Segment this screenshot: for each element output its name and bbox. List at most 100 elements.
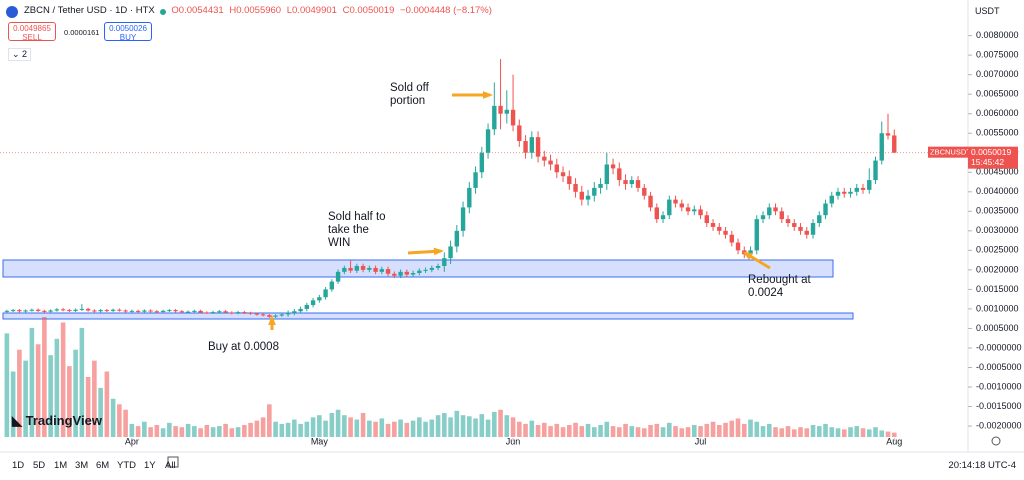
volume-bar (198, 428, 203, 437)
annotation: Rebought at 0.0024 (748, 274, 811, 299)
volume-bar (404, 422, 410, 437)
price-tag-symbol: ZBCNUSDT (930, 148, 971, 157)
volume-bar (610, 426, 616, 437)
date-range-icon[interactable] (167, 456, 179, 468)
candle-body (467, 187, 472, 208)
settings-icon[interactable] (991, 436, 1001, 446)
candle-body (454, 230, 460, 247)
candle-body (523, 141, 528, 153)
candle-body (360, 265, 366, 270)
candle-body (154, 311, 160, 313)
volume-bar (529, 420, 535, 437)
timeframe-button[interactable]: 6M (96, 460, 110, 471)
candle-body (729, 234, 734, 243)
volume-bar (179, 427, 185, 437)
candle-body (60, 309, 66, 311)
volume-bar (367, 420, 372, 437)
timeframe-button[interactable]: YTD (117, 460, 136, 471)
candle-body (660, 215, 666, 220)
volume-bar (785, 426, 791, 437)
candle-body (673, 199, 678, 204)
volume-bar (254, 420, 260, 437)
candle-body (104, 310, 110, 312)
volume-bar (10, 371, 16, 437)
timeframe-button[interactable]: 1Y (144, 460, 156, 471)
candle-body (685, 207, 691, 212)
candle-body (704, 215, 709, 224)
volume-bar (754, 421, 760, 437)
timeframe-button[interactable]: All (165, 460, 176, 471)
volume-bar (641, 428, 647, 437)
volume-bar (766, 423, 772, 437)
volume-bar (542, 422, 547, 437)
arrow-head (433, 247, 444, 256)
volume-bar (185, 423, 191, 437)
y-tick-label: 0.0030000 (976, 225, 1019, 235)
volume-bar (879, 430, 885, 437)
volume-bar (342, 415, 347, 437)
candle-body (779, 211, 784, 220)
y-tick-label: 0.0040000 (976, 186, 1019, 196)
candle-body (860, 187, 866, 190)
candle-body (192, 310, 197, 312)
volume-bar (379, 418, 385, 437)
y-tick-label: 0.0070000 (976, 69, 1019, 79)
candle-body (48, 310, 53, 312)
y-tick-label: 0.0075000 (976, 50, 1019, 60)
candle-body (35, 309, 41, 311)
volume-bar (698, 426, 703, 437)
candle-body (792, 223, 797, 227)
volume-bar (535, 425, 541, 437)
timeframe-button[interactable]: 3M (75, 460, 89, 471)
volume-bar (448, 417, 453, 437)
candle-body (767, 207, 772, 216)
volume-bar (410, 420, 416, 437)
volume-bar (460, 415, 466, 437)
candle-body (398, 271, 403, 276)
candle-body (110, 309, 116, 311)
volume-bar (691, 425, 697, 437)
volume-bar (310, 417, 316, 437)
volume-bar (504, 415, 510, 437)
timeframe-button[interactable]: 5D (33, 460, 46, 471)
timeframe-button[interactable]: 1M (54, 460, 68, 471)
annotation: Sold half to take the WIN (328, 211, 386, 249)
currency[interactable]: USDT (975, 6, 1000, 16)
sell-button[interactable]: 0.0049865 SELL (8, 22, 56, 42)
candle-body (842, 191, 847, 194)
indicator-toggle[interactable]: ⌄ 2 (8, 48, 32, 61)
candle-body (160, 310, 166, 313)
buy-price: 0.0050026 (109, 24, 147, 33)
buy-button[interactable]: 0.0050026 BUY (104, 22, 152, 42)
timeframe-button[interactable]: 1D (12, 460, 25, 471)
candle-body (535, 137, 541, 157)
volume-bar (854, 426, 860, 437)
candle-body (135, 310, 141, 312)
candle-body (285, 312, 291, 315)
y-tick-label: 0.0005000 (976, 323, 1019, 333)
candle-body (98, 310, 103, 312)
volume-bar (517, 421, 522, 437)
x-tick-label: Aug (886, 436, 902, 446)
volume-bar (117, 404, 122, 437)
volume-bar (598, 425, 603, 437)
zone-upper (2, 259, 834, 278)
candle-body (248, 312, 253, 314)
volume-bar (29, 327, 35, 437)
candle-body (142, 310, 147, 312)
candle-body (417, 270, 422, 274)
volume-bar (710, 421, 716, 437)
candle-body (867, 180, 872, 190)
candle-body (4, 310, 10, 312)
candle-body (560, 172, 566, 177)
volume-bar (417, 417, 422, 437)
candle-body (598, 183, 603, 188)
symbol[interactable]: ZBCN / Tether USD · 1D · HTX (24, 5, 155, 16)
candle-body (273, 315, 278, 317)
volume-bar (604, 421, 610, 437)
candle-body (254, 313, 260, 315)
volume-bar (635, 427, 641, 437)
price-tag-countdown: 15:45:42 (971, 157, 1004, 167)
